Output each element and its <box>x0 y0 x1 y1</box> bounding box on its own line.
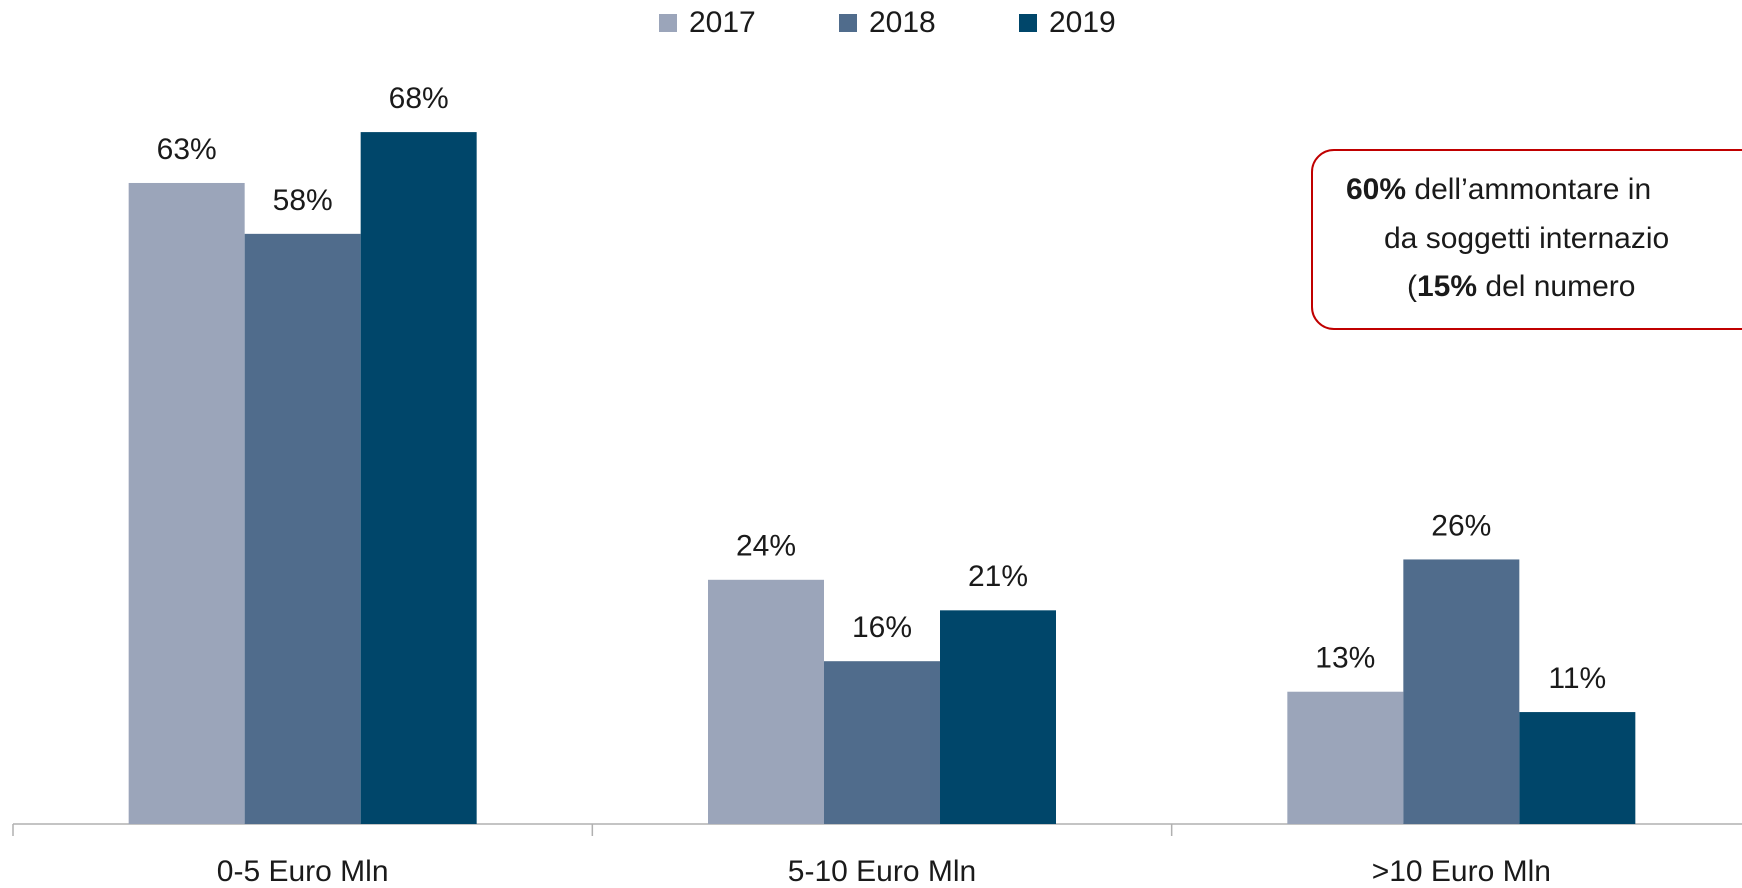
annotation-box <box>1311 149 1742 330</box>
data-label: 68% <box>389 82 449 115</box>
bar <box>1287 691 1404 824</box>
data-label: 21% <box>968 560 1028 593</box>
legend-label: 2019 <box>1049 6 1116 39</box>
data-label: 63% <box>157 133 217 166</box>
annotation-segment: da soggetti internazio <box>1384 222 1669 255</box>
annotation-text: (15% del numero <box>1407 270 1635 303</box>
annotation-text: da soggetti internazio <box>1384 222 1669 255</box>
data-label: 58% <box>273 184 333 217</box>
annotation-text: 60% dell’ammontare in <box>1346 173 1651 206</box>
bar <box>360 132 477 825</box>
annotation-segment: dell’ammontare in <box>1406 173 1651 206</box>
legend-label: 2018 <box>869 6 936 39</box>
legend-label: 2017 <box>689 6 756 39</box>
legend-swatch <box>659 14 677 32</box>
annotation-segment: ( <box>1407 270 1417 303</box>
bar <box>1403 559 1520 824</box>
annotation-segment: 60% <box>1346 173 1406 206</box>
x-tick-label: >10 Euro Mln <box>1372 855 1551 888</box>
bar <box>708 579 824 824</box>
x-tick-label: 0-5 Euro Mln <box>217 855 389 888</box>
legend-swatch <box>839 14 857 32</box>
bar <box>128 182 245 825</box>
bar <box>244 233 361 825</box>
bar <box>824 661 940 824</box>
legend-swatch <box>1019 14 1037 32</box>
bar <box>940 610 1056 824</box>
annotation-segment: del numero <box>1477 270 1635 303</box>
data-label: 24% <box>736 530 796 563</box>
x-tick-label: 5-10 Euro Mln <box>788 855 976 888</box>
data-label: 11% <box>1548 662 1606 695</box>
data-label: 13% <box>1315 642 1375 675</box>
data-label: 26% <box>1431 509 1491 542</box>
data-label: 16% <box>852 611 912 644</box>
annotation-segment: 15% <box>1417 270 1477 303</box>
bar <box>1519 712 1636 824</box>
